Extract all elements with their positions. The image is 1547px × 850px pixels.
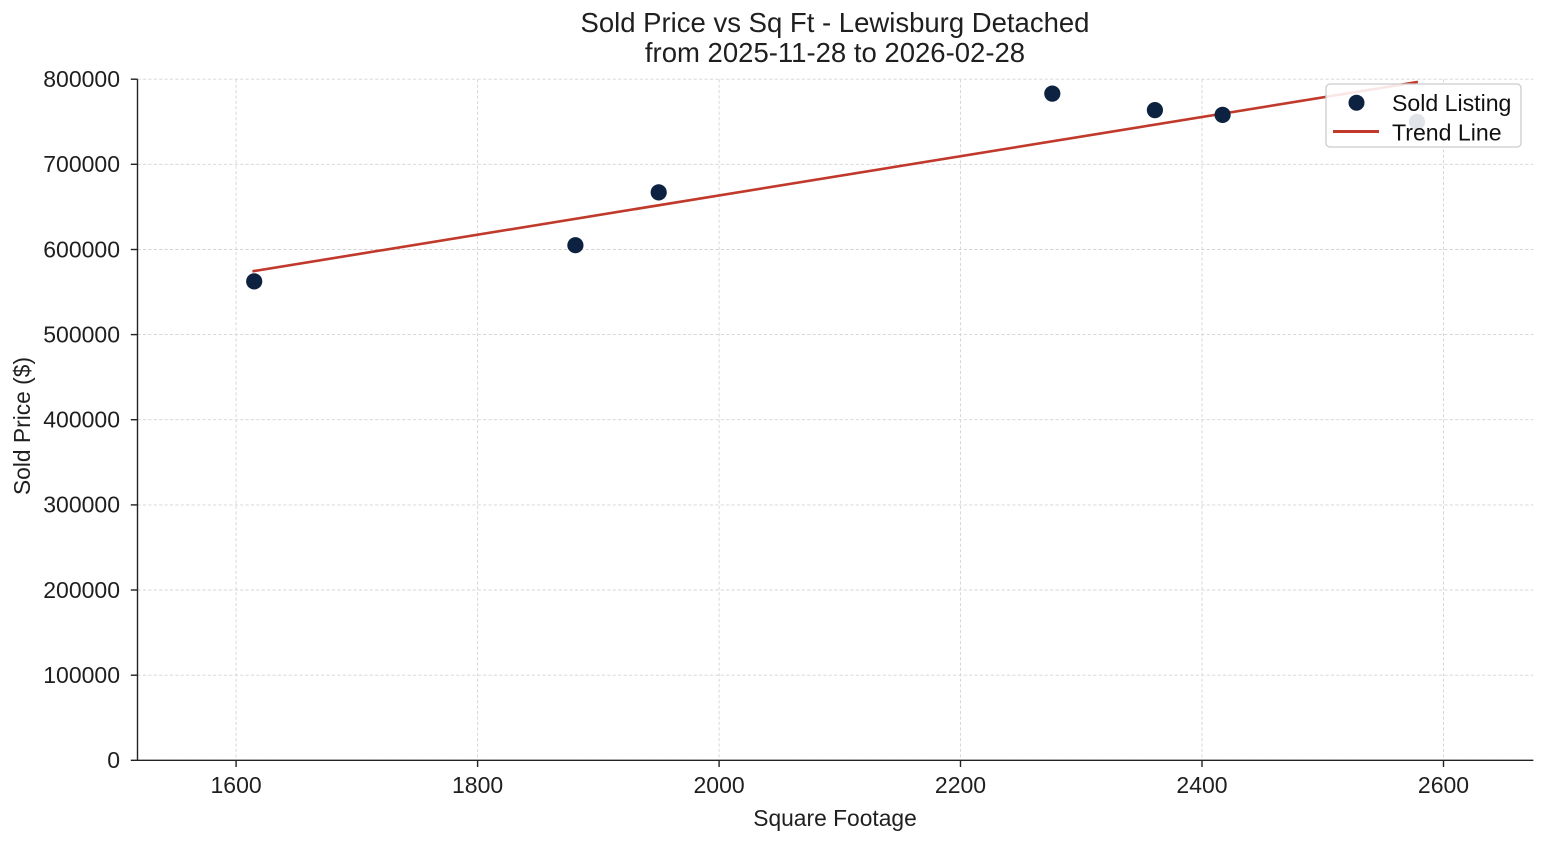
svg-text:Trend Line: Trend Line <box>1392 120 1502 146</box>
svg-text:0: 0 <box>107 747 120 773</box>
svg-text:500000: 500000 <box>43 321 120 347</box>
svg-text:300000: 300000 <box>43 492 120 518</box>
svg-text:2000: 2000 <box>694 772 745 798</box>
svg-text:1600: 1600 <box>211 772 262 798</box>
svg-text:Sold Price vs Sq Ft - Lewisbur: Sold Price vs Sq Ft - Lewisburg Detached <box>581 7 1090 38</box>
svg-text:2200: 2200 <box>935 772 986 798</box>
svg-text:2400: 2400 <box>1176 772 1227 798</box>
svg-text:100000: 100000 <box>43 662 120 688</box>
svg-text:200000: 200000 <box>43 577 120 603</box>
svg-text:Sold Listing: Sold Listing <box>1392 90 1511 116</box>
svg-text:Sold Price ($): Sold Price ($) <box>9 357 35 495</box>
svg-text:400000: 400000 <box>43 407 120 433</box>
svg-text:2600: 2600 <box>1418 772 1469 798</box>
svg-text:Square Footage: Square Footage <box>753 805 917 831</box>
svg-text:800000: 800000 <box>43 66 120 92</box>
svg-text:600000: 600000 <box>43 236 120 262</box>
svg-text:700000: 700000 <box>43 151 120 177</box>
svg-text:1800: 1800 <box>452 772 503 798</box>
svg-text:from 2025-11-28 to 2026-02-28: from 2025-11-28 to 2026-02-28 <box>645 37 1025 68</box>
